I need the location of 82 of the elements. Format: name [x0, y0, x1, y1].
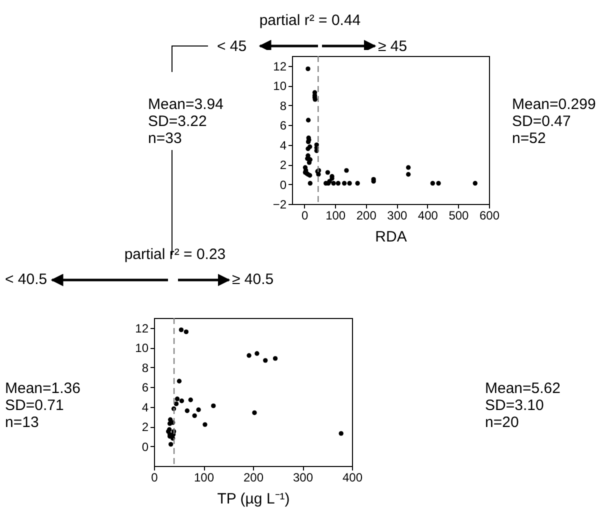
y-tick-label: 2 [142, 420, 149, 434]
x-tick-label: 400 [418, 208, 438, 222]
text: ≥ 45 [378, 38, 408, 55]
text: < 45 [217, 38, 247, 55]
text: Mean=5.62 [485, 380, 560, 397]
x-tick-label: 0 [301, 208, 308, 222]
point [344, 168, 349, 173]
y-tick-label: 4 [142, 400, 149, 414]
point [211, 403, 216, 408]
point [306, 118, 311, 122]
y-tick-label: 6 [142, 380, 149, 395]
point [196, 407, 201, 412]
point [272, 356, 278, 361]
x-tick-label: 0 [151, 470, 158, 484]
point [355, 180, 360, 186]
y-tick-label: 2 [280, 158, 287, 172]
x-tick-label: 500 [448, 208, 470, 222]
point [178, 328, 184, 332]
point [331, 180, 336, 186]
point [252, 410, 257, 416]
y-tick-label: 0 [280, 178, 287, 192]
y-tick-label: 4 [280, 138, 287, 152]
x-tick-label: 200 [243, 470, 264, 484]
text: SD=0.71 [5, 397, 64, 414]
point [472, 180, 478, 186]
point [347, 180, 352, 186]
text: < 40.5 [5, 271, 48, 288]
point [406, 172, 411, 177]
point [184, 408, 190, 414]
x-tick-label: 200 [356, 208, 377, 222]
point [338, 431, 344, 436]
point [179, 398, 184, 404]
text: n=20 [485, 414, 519, 431]
point [336, 180, 341, 186]
text: SD=3.22 [148, 113, 207, 130]
y-tick-label: 8 [280, 98, 287, 113]
x-tick-label: 300 [292, 470, 314, 484]
text: Mean=0.299 [512, 96, 596, 113]
text: SD=0.47 [512, 113, 571, 130]
x-axis-title: TP (µg L⁻¹) [217, 490, 290, 508]
text: n=33 [148, 130, 182, 147]
text: ≥ 40.5 [232, 271, 274, 288]
point [168, 442, 174, 447]
point [436, 180, 441, 186]
x-tick-label: 100 [326, 208, 346, 222]
y-tick-label: 10 [273, 79, 287, 94]
y-tick-label: 12 [273, 59, 287, 74]
y-tick-label: −2 [272, 198, 287, 212]
point [263, 358, 268, 363]
text: n=52 [512, 130, 546, 147]
point [192, 413, 197, 418]
point [254, 351, 260, 356]
text: n=13 [5, 414, 39, 431]
y-tick-label: 12 [135, 321, 149, 336]
point [325, 170, 330, 175]
point [188, 398, 193, 402]
x-tick-label: 400 [342, 470, 363, 484]
y-tick-label: 10 [135, 341, 149, 356]
point [306, 66, 310, 72]
point [176, 378, 182, 384]
x-axis-title: RDA [375, 228, 407, 246]
x-tick-label: 600 [479, 208, 500, 222]
point [406, 165, 411, 170]
point [174, 402, 179, 406]
text: partial r² = 0.44 [259, 12, 361, 29]
y-tick-label: 6 [280, 118, 287, 133]
text: SD=3.10 [485, 397, 544, 414]
point [342, 180, 347, 186]
point [202, 422, 208, 427]
y-tick-label: 0 [142, 440, 149, 454]
point [246, 353, 252, 358]
x-tick-label: 100 [194, 470, 214, 484]
point [174, 396, 180, 402]
point [306, 160, 312, 165]
y-tick-label: 8 [142, 360, 149, 375]
point [430, 180, 436, 186]
point [316, 172, 321, 177]
text: Mean=1.36 [5, 380, 80, 397]
point [184, 329, 189, 334]
text: Mean=3.94 [148, 96, 224, 113]
point [308, 180, 313, 186]
x-tick-label: 300 [387, 208, 408, 222]
